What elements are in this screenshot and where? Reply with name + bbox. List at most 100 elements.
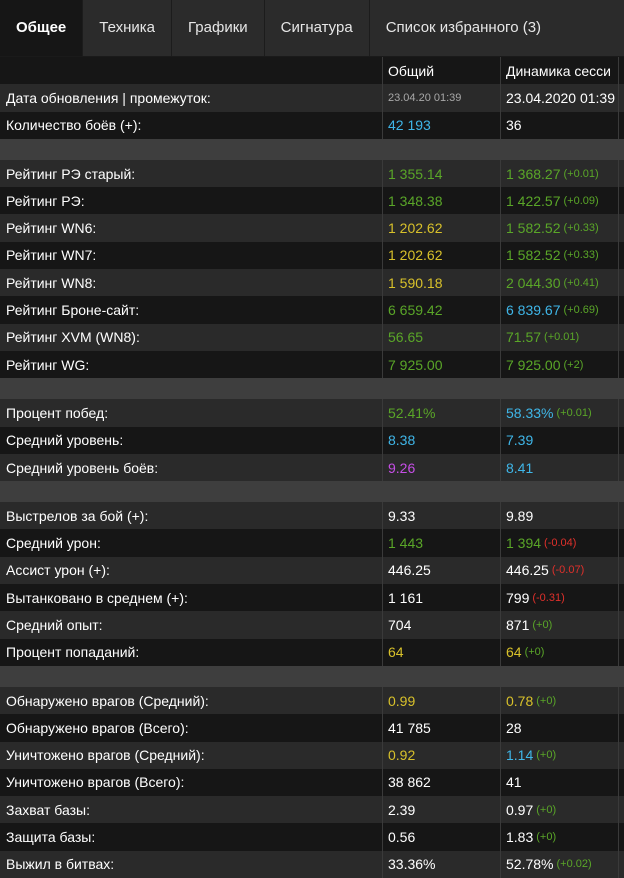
session-delta: (+2) [563,358,584,371]
session-value: 36 [506,117,522,134]
stat-label: Защита базы: [6,829,96,846]
edge-cell [618,350,624,379]
session-delta: (+0) [532,618,553,631]
session-delta: (+0.41) [563,276,599,289]
session-value: 446.25 [506,562,549,579]
total-value: 33.36% [388,856,436,873]
total-value: 1 590.18 [388,274,443,291]
session-value: 71.57 [506,329,542,346]
table-row: Защита базы: 0.56 1.83 (+0) [0,823,624,851]
session-delta: (+0) [524,646,545,659]
table-row: Рейтинг WN8: 1 590.18 2 044.30 (+0.41) [0,269,624,297]
stat-label: Средний опыт: [6,616,103,633]
total-value-cell: 42 193 [382,111,500,139]
total-value: 8.38 [388,432,416,449]
total-value-cell: 7 925.00 [382,350,500,379]
table-row: Средний уровень боёв: 9.26 8.41 [0,453,624,482]
stat-label: Выстрелов за бой (+): [6,507,149,524]
total-value-cell: 2.39 [382,796,500,824]
session-delta: (-0.04) [544,537,577,550]
total-value: 41 785 [388,719,431,736]
stat-label: Дата обновления | промежуток: [6,89,211,106]
total-value-cell: 56.65 [382,323,500,351]
session-value: 0.97 [506,801,534,818]
total-value: 1 202.62 [388,220,443,237]
session-value-cell: 1 422.57 (+0.09) [500,187,618,215]
stat-label: Процент побед: [6,404,109,421]
session-value-cell: 9.89 [500,502,618,530]
session-value: 9.89 [506,507,534,524]
session-value: 1 394 [506,535,542,552]
session-delta: (+0) [536,831,557,844]
section-separator [0,378,624,400]
session-value: 52.78% [506,856,554,873]
total-value-cell: 0.99 [382,686,500,715]
session-value: 7.39 [506,432,534,449]
separator-cell [618,666,624,687]
stat-label: Процент попаданий: [6,644,140,661]
tab-2[interactable]: Графики [172,0,265,56]
total-value-cell: 704 [382,611,500,639]
stat-label: Рейтинг WG: [6,356,90,373]
separator-cell [500,666,618,687]
session-delta: (+0.09) [563,194,599,207]
table-row: Дата обновления | промежуток: 23.04.20 01… [0,84,624,112]
total-value-cell: 1 355.14 [382,159,500,188]
separator-cell [618,139,624,160]
session-value-cell: 41 [500,768,618,797]
session-delta: (+0.33) [563,222,599,235]
session-value: 7 925.00 [506,356,561,373]
session-value-cell: 1 368.27 (+0.01) [500,159,618,188]
total-value-cell: 0.56 [382,823,500,851]
total-value-cell: 1 443 [382,529,500,557]
section-separator [0,481,624,503]
total-value: 1 161 [388,589,424,606]
stat-label: Рейтинг РЭ: [6,192,85,209]
table-row: Рейтинг РЭ: 1 348.38 1 422.57 (+0.09) [0,187,624,215]
session-value: 1 582.52 [506,220,561,237]
separator-cell [500,481,618,502]
edge-cell [618,850,624,878]
stat-label: Уничтожено врагов (Средний): [6,747,205,764]
stat-label: Количество боёв (+): [6,117,142,134]
session-value-cell: 6 839.67 (+0.69) [500,296,618,324]
stat-label: Уничтожено врагов (Всего): [6,774,185,791]
tab-1[interactable]: Техника [83,0,173,56]
session-value-cell: 52.78% (+0.02) [500,850,618,878]
table-row: Обнаружено врагов (Всего): 41 785 28 [0,714,624,742]
section-separator [0,665,624,687]
session-delta: (+0.01) [556,406,592,419]
session-delta: (+0) [536,694,557,707]
tab-4[interactable]: Список избранного (3) [385,19,542,36]
session-value-cell: 7 925.00 (+2) [500,350,618,379]
session-value-cell: 23.04.2020 01:39 [500,84,618,112]
stat-label: Рейтинг WN8: [6,274,97,291]
session-value: 871 [506,616,530,633]
session-value: 1 422.57 [506,192,561,209]
tab-0[interactable]: Общее [0,0,84,56]
session-value-cell: 0.97 (+0) [500,796,618,824]
session-value: 1 368.27 [506,165,561,182]
table-row: Процент попаданий: 64 64 (+0) [0,638,624,666]
table-row: Вытанковано в среднем (+): 1 161 799 (-0.31… [0,584,624,612]
edge-cell [618,611,624,639]
column-header-session: Динамика сесси [500,57,618,85]
session-value: 64 [506,644,522,661]
edge-cell [618,84,624,112]
edge-cell [618,269,624,297]
session-value: 41 [506,774,522,791]
table-row: Уничтожено врагов (Всего): 38 862 41 [0,768,624,797]
stat-label: Рейтинг WN7: [6,247,97,264]
table-row: Рейтинг WG: 7 925.00 7 925.00 (+2) [0,350,624,379]
edge-cell [618,823,624,851]
session-value-cell: 871 (+0) [500,611,618,639]
total-value-cell: 23.04.20 01:39 [382,84,500,112]
total-value-cell: 6 659.42 [382,296,500,324]
table-row: Выжил в битвах: 33.36% 52.78% (+0.02) [0,850,624,878]
table-row: Процент побед: 52.41% 58.33% (+0.01) [0,399,624,427]
tab-3[interactable]: Сигнатура [265,0,370,56]
table-row: Рейтинг XVM (WN8): 56.65 71.57 (+0.01) [0,323,624,351]
edge-cell [618,214,624,242]
edge-cell [618,296,624,324]
edge-cell [618,556,624,585]
